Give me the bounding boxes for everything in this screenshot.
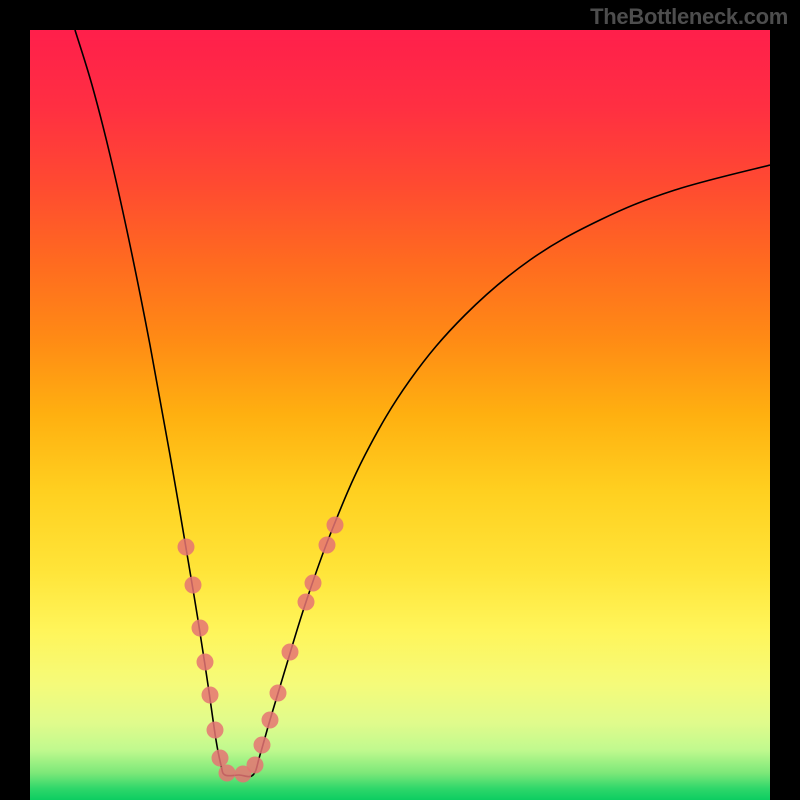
- data-point: [305, 575, 322, 592]
- data-point: [197, 654, 214, 671]
- data-point: [185, 577, 202, 594]
- data-point: [327, 517, 344, 534]
- data-point: [202, 687, 219, 704]
- data-point: [192, 620, 209, 637]
- data-point: [212, 750, 229, 767]
- chart-frame: TheBottleneck.com: [0, 0, 800, 800]
- data-point: [178, 539, 195, 556]
- data-point: [247, 757, 264, 774]
- data-point: [298, 594, 315, 611]
- data-point: [270, 685, 287, 702]
- data-point: [319, 537, 336, 554]
- curve-layer: [30, 30, 770, 800]
- data-point: [262, 712, 279, 729]
- data-point: [254, 737, 271, 754]
- plot-area: [30, 30, 770, 800]
- data-point: [219, 765, 236, 782]
- data-point: [207, 722, 224, 739]
- watermark-text: TheBottleneck.com: [590, 4, 788, 30]
- data-point: [282, 644, 299, 661]
- v-curve: [75, 30, 770, 777]
